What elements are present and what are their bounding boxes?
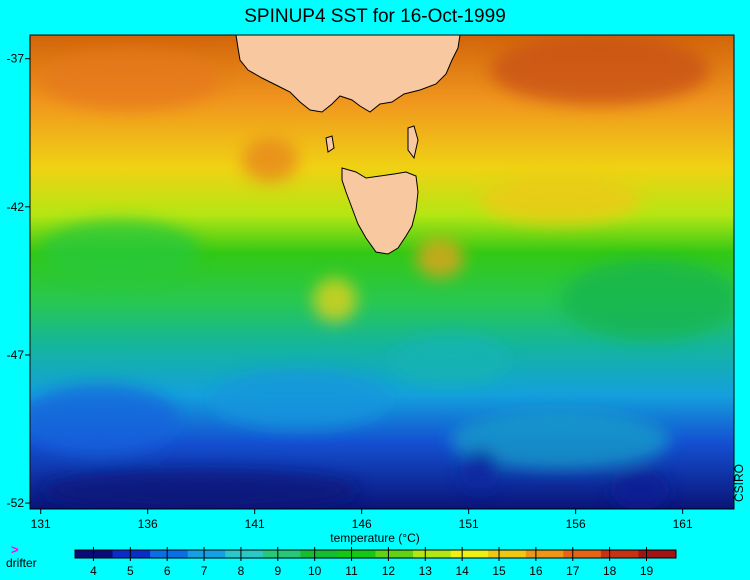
y-tick-label: -47: [7, 348, 25, 362]
map-title: SPINUP4 SST for 16-Oct-1999: [244, 6, 506, 27]
sst-eddies: [30, 35, 734, 509]
tasmania: [341, 167, 419, 255]
colorbar-swatch: [112, 550, 151, 558]
x-tick-label: 136: [138, 517, 158, 531]
x-axis: 131 136 141 146 151 156 161: [31, 509, 693, 531]
drifter-marker-icon: >: [11, 542, 19, 557]
x-tick-label: 161: [673, 517, 693, 531]
y-tick-label: -52: [7, 496, 25, 510]
colorbar-swatch: [75, 550, 114, 558]
flinders-island: [407, 125, 419, 160]
colorbar-swatch: [450, 550, 489, 558]
colorbar-swatch: [150, 550, 189, 558]
colorbar-swatch: [525, 550, 564, 558]
x-tick-label: 151: [459, 517, 479, 531]
colorbar-swatch: [375, 550, 414, 558]
x-tick-label: 146: [352, 517, 372, 531]
colorbar-tick-label: 19: [640, 564, 654, 578]
y-tick-label: -37: [7, 52, 25, 66]
colorbar-swatch: [600, 550, 639, 558]
colorbar-frame: [74, 549, 677, 559]
colorbar-swatch: [300, 550, 339, 558]
colorbar-swatch: [563, 550, 602, 558]
y-axis: -37 -42 -47 -52: [7, 52, 30, 510]
colorbar-tick-label: 8: [238, 564, 245, 578]
king-island: [325, 135, 335, 153]
colorbar-tick-label: 7: [201, 564, 208, 578]
colorbar-tick-label: 9: [274, 564, 281, 578]
colorbar-tick-label: 6: [164, 564, 171, 578]
colorbar-swatch: [262, 550, 301, 558]
colorbar-tick-label: 13: [419, 564, 433, 578]
colorbar-swatch: [187, 550, 226, 558]
colorbar-tick-label: 17: [566, 564, 580, 578]
x-tick-label: 156: [566, 517, 586, 531]
colorbar-tick-label: 16: [529, 564, 543, 578]
colorbar-swatch: [225, 550, 264, 558]
colorbar-tick-label: 5: [127, 564, 134, 578]
colorbar-tick-label: 14: [455, 564, 469, 578]
colorbar-label: temperature (°C): [330, 531, 420, 545]
colorbar-tick-label: 15: [492, 564, 506, 578]
colorbar-swatch: [337, 550, 376, 558]
x-tick-label: 131: [31, 517, 51, 531]
colorbar-tick-label: 12: [382, 564, 396, 578]
colorbar-swatch: [638, 550, 677, 558]
colorbar-swatch: [413, 550, 452, 558]
colorbar-tick-label: 18: [603, 564, 617, 578]
colorbar-swatch: [488, 550, 527, 558]
x-tick-label: 141: [245, 517, 265, 531]
colorbar-tick-label: 11: [345, 564, 358, 578]
drifter-legend-label: drifter: [6, 556, 37, 570]
colorbar-tick-label: 10: [308, 564, 322, 578]
colorbar-tick-label: 4: [90, 564, 97, 578]
map-frame: [29, 34, 735, 510]
australia-mainland: [235, 35, 461, 113]
y-tick-label: -42: [7, 200, 25, 214]
